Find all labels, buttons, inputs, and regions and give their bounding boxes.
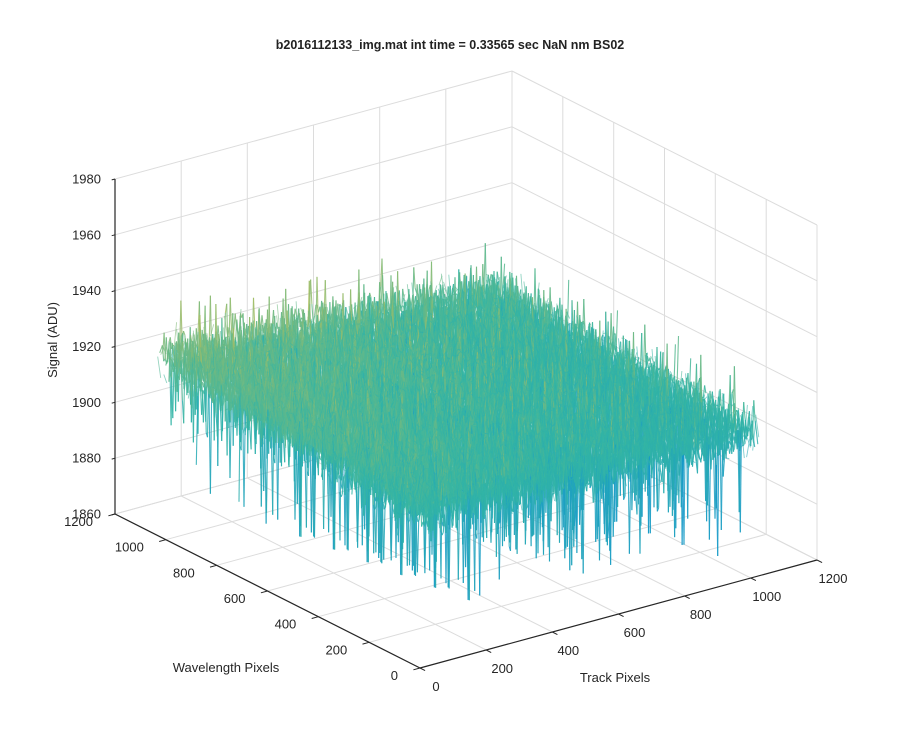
surface-segment [489, 274, 492, 284]
surface-segment [209, 389, 213, 494]
surface-segment [402, 288, 405, 298]
surface-segment [165, 359, 168, 366]
surface-segment [229, 297, 233, 335]
backwall-gridline [114, 182, 513, 292]
surface-mesh [157, 243, 760, 601]
surface-segment [413, 267, 416, 288]
surface-segment [169, 337, 173, 349]
surface-segment [502, 263, 506, 285]
surface-segment [386, 293, 389, 301]
surface-segment [163, 332, 166, 360]
surface-segment [287, 318, 290, 327]
surface-segment [496, 271, 500, 280]
sidewall-gridline [511, 70, 818, 226]
surface-segment [172, 355, 175, 419]
backwall-gridline [114, 238, 513, 347]
surface-segment [294, 308, 297, 315]
surface-segment [440, 285, 443, 296]
surface-segment [387, 300, 391, 309]
surface-segment [311, 304, 314, 324]
surface-segment [310, 279, 313, 305]
sidewall-gridline [511, 182, 818, 338]
surface-segment [159, 348, 162, 353]
surface-segment [452, 287, 455, 293]
surface-segment [444, 293, 447, 301]
sidewall-gridline [511, 238, 818, 393]
backwall-gridline [114, 126, 513, 236]
backwall-gridline [114, 70, 513, 180]
surface-segment [339, 303, 342, 307]
floor-gridline [369, 533, 767, 643]
surface-segment [163, 358, 166, 362]
surface-segment [261, 315, 264, 329]
surface-segment [369, 292, 372, 298]
surface-segment [414, 287, 418, 293]
surface-segment [182, 330, 186, 336]
surface-segment [298, 308, 301, 328]
surface-segment [314, 304, 317, 316]
sidewall-gridline [511, 126, 818, 282]
